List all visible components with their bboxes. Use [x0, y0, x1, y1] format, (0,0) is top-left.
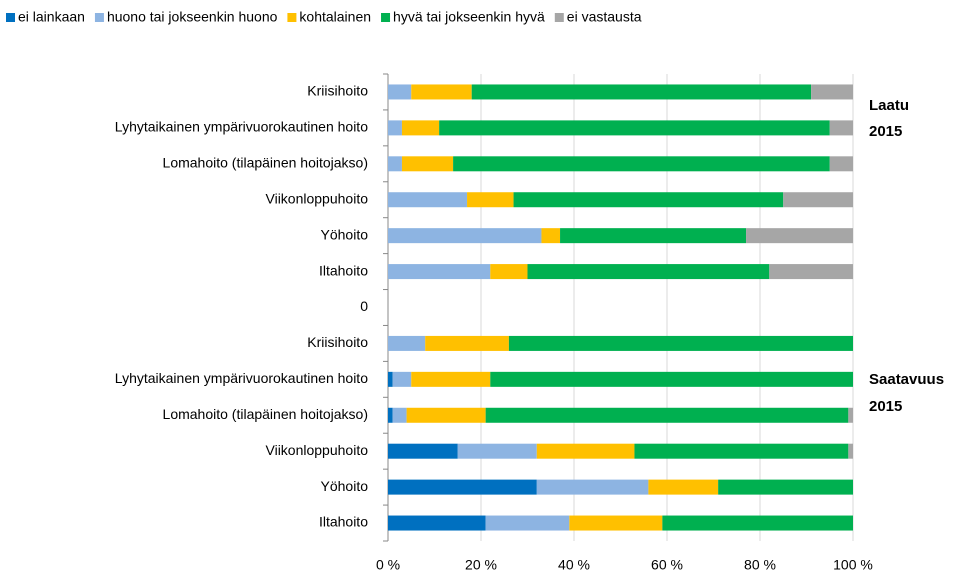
bar-segment: [490, 371, 853, 387]
bar-segment: [388, 515, 486, 531]
annotation: Laatu: [869, 97, 909, 114]
y-tick-label: Yöhoito: [321, 226, 369, 242]
annotation: 2015: [869, 398, 902, 415]
bar-segment: [569, 515, 663, 531]
legend-label: ei vastausta: [567, 9, 642, 25]
bar-segment: [439, 120, 830, 136]
bar-segment: [401, 156, 454, 172]
bar-segment: [411, 371, 491, 387]
bar-segment: [457, 443, 537, 459]
bar-segment: [388, 192, 468, 208]
bar-segment: [471, 84, 812, 100]
bar-segment: [411, 84, 472, 100]
y-tick-label: Iltahoito: [319, 514, 368, 530]
bar-segment: [467, 192, 514, 208]
x-tick-label: 60 %: [651, 557, 683, 573]
y-tick-label: Viikonloppuhoito: [266, 442, 369, 458]
bar-segment: [513, 192, 784, 208]
bar-segment: [388, 371, 393, 387]
x-tick-label: 100 %: [833, 557, 873, 573]
bar-segment: [848, 443, 853, 459]
bar-segment: [388, 264, 491, 280]
legend-swatch: [287, 13, 297, 22]
y-tick-label: Iltahoito: [319, 262, 368, 278]
bar-segment: [388, 228, 542, 244]
bar-segment: [536, 443, 635, 459]
bar-segment: [718, 479, 853, 495]
bar-segment: [388, 479, 537, 495]
bar-segment: [508, 335, 853, 351]
bar-segment: [490, 264, 528, 280]
legend-label: hyvä tai jokseenkin hyvä: [393, 9, 545, 25]
bar-segment: [453, 156, 830, 172]
x-tick-label: 40 %: [558, 557, 590, 573]
bar-segment: [388, 335, 426, 351]
bar-segment: [388, 84, 412, 100]
bar-segment: [648, 479, 719, 495]
bar-segment: [634, 443, 849, 459]
bar-segment: [406, 407, 486, 423]
annotation: 2015: [869, 123, 902, 140]
bar-segment: [746, 228, 853, 244]
bar-segment: [388, 407, 393, 423]
legend-swatch: [381, 13, 391, 22]
legend-label: ei lainkaan: [18, 9, 85, 25]
bar-segment: [769, 264, 853, 280]
legend-label: huono tai jokseenkin huono: [107, 9, 278, 25]
bar-segment: [392, 371, 412, 387]
x-tick-label: 0 %: [376, 557, 400, 573]
bar-segment: [541, 228, 561, 244]
bar-segment: [829, 156, 853, 172]
bar-segment: [392, 407, 407, 423]
bar-segment: [527, 264, 770, 280]
bar-segment: [388, 443, 458, 459]
y-tick-label: Lomahoito (tilapäinen hoitojakso): [163, 406, 368, 422]
y-tick-label: Kriisihoito: [307, 334, 368, 350]
y-tick-label: Lomahoito (tilapäinen hoitojakso): [163, 155, 368, 171]
annotation: Saatavuus: [869, 371, 944, 388]
y-tick-label: 0: [360, 298, 368, 314]
bar-segment: [560, 228, 747, 244]
bar-segment: [425, 335, 509, 351]
y-tick-label: Kriisihoito: [307, 83, 368, 99]
bar-segment: [388, 156, 402, 172]
y-tick-label: Lyhytaikainen ympärivuorokautinen hoito: [115, 119, 368, 135]
bar-segment: [401, 120, 440, 136]
legend-swatch: [94, 13, 104, 22]
bar-segment: [485, 515, 570, 531]
bar-segment: [485, 407, 849, 423]
y-tick-label: Lyhytaikainen ympärivuorokautinen hoito: [115, 370, 368, 386]
legend-swatch: [6, 13, 15, 22]
y-tick-label: Yöhoito: [321, 478, 369, 494]
bar-segment: [783, 192, 853, 208]
bar-segment: [811, 84, 853, 100]
legend-swatch: [554, 13, 564, 22]
x-tick-label: 80 %: [744, 557, 776, 573]
bar-segment: [848, 407, 853, 423]
x-tick-label: 20 %: [465, 557, 497, 573]
legend-label: kohtalainen: [299, 9, 371, 25]
bar-segment: [388, 120, 402, 136]
bar-segment: [536, 479, 649, 495]
bar-segment: [829, 120, 853, 136]
bar-segment: [662, 515, 853, 531]
y-tick-label: Viikonloppuhoito: [266, 190, 369, 206]
